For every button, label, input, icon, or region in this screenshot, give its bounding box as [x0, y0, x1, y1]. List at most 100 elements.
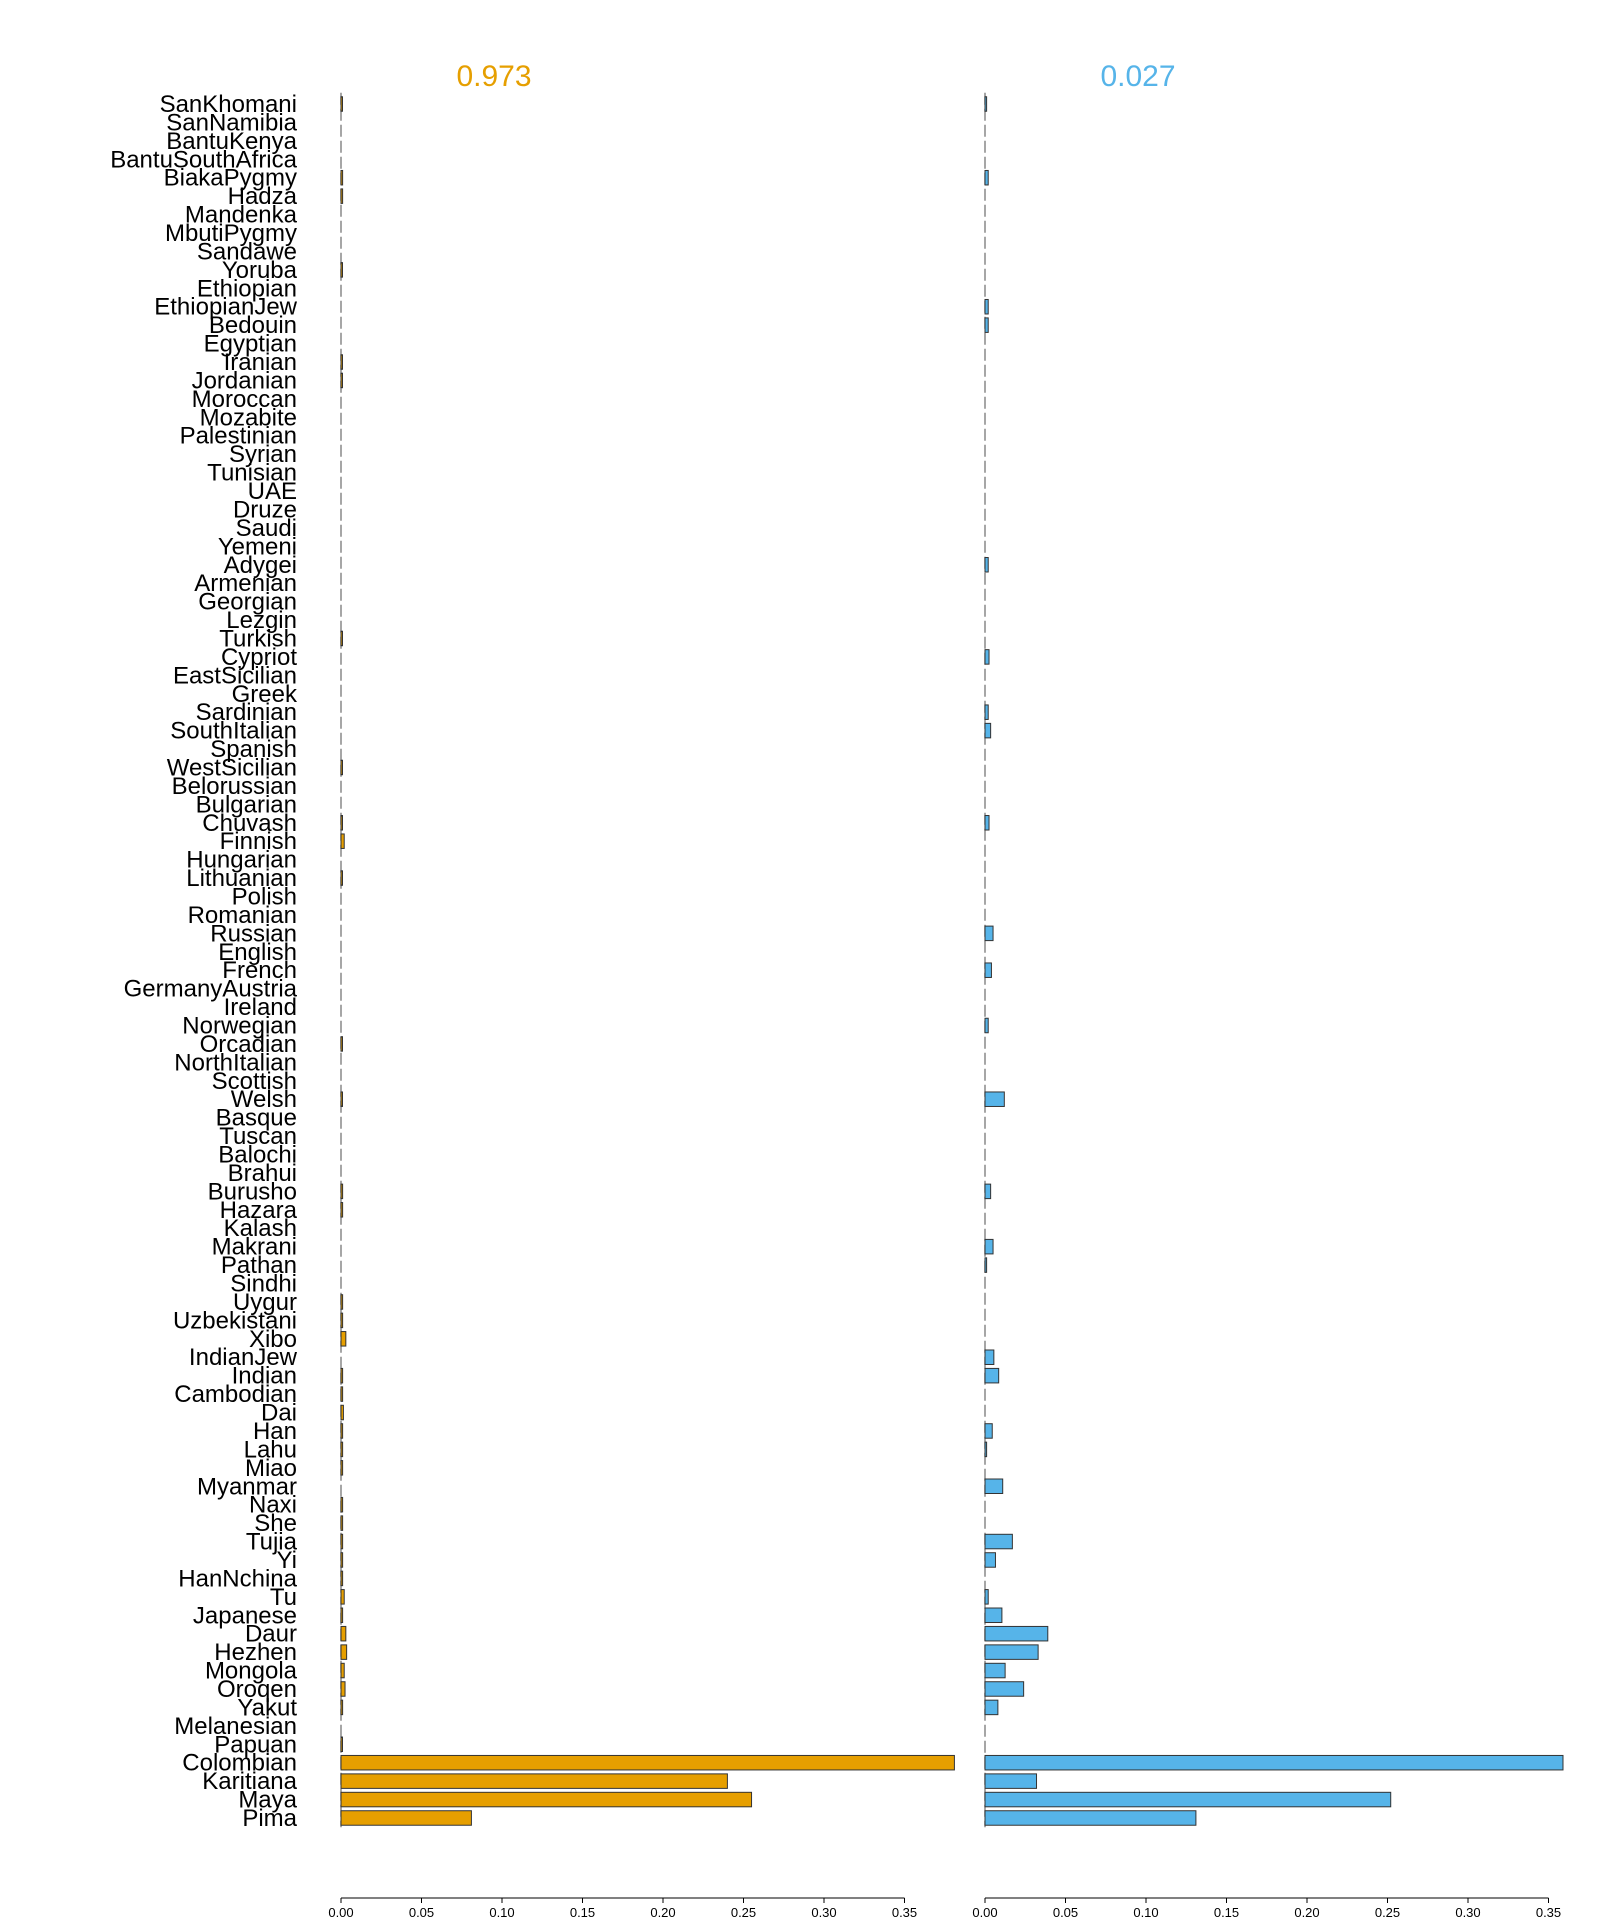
bar-Han — [984, 1423, 993, 1439]
population-label: Lithuanian — [186, 865, 297, 892]
population-label: Romanian — [188, 902, 297, 929]
bar-Maya — [340, 1791, 753, 1808]
bar-Pathan — [984, 1257, 988, 1273]
population-label: Orcadian — [200, 1031, 297, 1058]
population-label: Yi — [277, 1547, 297, 1574]
population-label: Belorussian — [172, 773, 297, 800]
population-label: Finnish — [220, 828, 297, 855]
bar-Papuan — [340, 1736, 343, 1753]
population-label: Karitiana — [202, 1768, 297, 1795]
population-label: Tunisian — [207, 460, 297, 487]
bar-Indian — [984, 1367, 1000, 1384]
population-label: Oroqen — [217, 1676, 297, 1703]
population-label: Syrian — [229, 441, 297, 468]
population-label: UAE — [248, 478, 297, 505]
bar-SouthItalian — [984, 722, 992, 739]
bar-IndianJew — [984, 1349, 995, 1365]
x-tick-label: 0.05 — [409, 1905, 434, 1920]
population-label: Yakut — [237, 1694, 297, 1721]
population-label: Lahu — [244, 1436, 297, 1463]
population-label: Hungarian — [186, 847, 297, 874]
population-label: Hezhen — [214, 1639, 297, 1666]
population-label: Yemeni — [218, 533, 297, 560]
population-label: Druze — [233, 496, 297, 523]
population-label: Mongola — [205, 1658, 298, 1685]
population-label: Spanish — [210, 736, 297, 763]
x-tick-label: 0.05 — [1053, 1905, 1078, 1920]
population-label: Egyptian — [204, 331, 297, 358]
x-tick-label: 0.10 — [489, 1905, 514, 1920]
x-tick-label: 0.25 — [1375, 1905, 1400, 1920]
population-label: Naxi — [249, 1492, 297, 1519]
population-label: EthiopianJew — [154, 294, 297, 321]
bar-Mongola — [340, 1662, 345, 1679]
bar-Colombian — [340, 1754, 955, 1771]
bar-Yi — [984, 1552, 996, 1568]
population-label: Tuscan — [219, 1123, 297, 1150]
population-label: She — [254, 1510, 297, 1537]
population-label: Lezgin — [226, 607, 297, 634]
population-label: Tu — [270, 1584, 297, 1611]
population-label: Melanesian — [174, 1713, 297, 1740]
population-label: Burusho — [208, 1178, 297, 1205]
bar-EthiopianJew — [984, 298, 989, 315]
bar-Makrani — [984, 1238, 994, 1255]
bar-Oroqen — [984, 1681, 1025, 1697]
bar-Tu — [340, 1589, 345, 1605]
population-label: Daur — [245, 1621, 297, 1648]
bar-Miao — [340, 1460, 344, 1476]
bar-Jordanian — [340, 372, 343, 389]
population-label: Ireland — [224, 994, 297, 1021]
bar-Yi — [340, 1552, 344, 1568]
population-label: Norwegian — [182, 1013, 297, 1040]
bar-HanNchina — [340, 1570, 344, 1587]
bar-Yakut — [340, 1699, 344, 1716]
population-label: Miao — [245, 1455, 297, 1482]
population-label: EastSicilian — [173, 662, 297, 689]
population-label: Cypriot — [221, 644, 297, 671]
population-label: Greek — [232, 681, 298, 708]
bar-Lahu — [984, 1441, 988, 1458]
bar-Turkish — [340, 630, 343, 647]
population-label: Han — [253, 1418, 297, 1445]
bar-Russian — [984, 925, 994, 942]
bar-Lithuanian — [340, 870, 343, 886]
population-label: MbutiPygmy — [165, 220, 297, 247]
population-label: WestSicilian — [167, 754, 297, 781]
population-label: Adygei — [224, 552, 297, 579]
bar-Karitiana — [984, 1773, 1038, 1789]
bar-Mongola — [984, 1662, 1006, 1679]
bar-Lahu — [340, 1441, 344, 1458]
bar-WestSicilian — [340, 759, 343, 776]
bar-Japanese — [340, 1607, 344, 1624]
population-label: Sandawe — [197, 238, 297, 265]
population-label: Kalash — [224, 1215, 297, 1242]
population-label: Saudi — [236, 515, 297, 542]
population-label: BantuSouthAfrica — [110, 146, 297, 173]
bar-Hadza — [340, 188, 344, 204]
x-tick-label: 0.20 — [1294, 1905, 1319, 1920]
x-tick-label: 0.00 — [328, 1905, 353, 1920]
bar-Daur — [340, 1625, 347, 1642]
population-label: SouthItalian — [170, 718, 297, 745]
population-label: SanNamibia — [166, 109, 297, 136]
population-label: Pathan — [221, 1252, 297, 1279]
bar-Burusho — [984, 1183, 992, 1200]
bar-Tujia — [984, 1533, 1013, 1550]
population-label: Colombian — [182, 1750, 297, 1777]
x-tick-label: 0.30 — [1455, 1905, 1480, 1920]
bar-Daur — [984, 1625, 1049, 1642]
bar-Welsh — [340, 1091, 343, 1107]
population-label: Hadza — [228, 183, 298, 210]
bar-Iranian — [340, 354, 343, 370]
bar-Uygur — [340, 1294, 344, 1310]
population-label: Welsh — [231, 1086, 297, 1113]
population-label: Sardinian — [196, 699, 297, 726]
bar-Pima — [340, 1810, 472, 1826]
bar-BiakaPygmy — [984, 169, 989, 186]
population-label: Japanese — [193, 1602, 297, 1629]
x-tick-label: 0.20 — [650, 1905, 675, 1920]
population-label: Iranian — [224, 349, 297, 376]
population-label: Mandenka — [185, 202, 298, 229]
